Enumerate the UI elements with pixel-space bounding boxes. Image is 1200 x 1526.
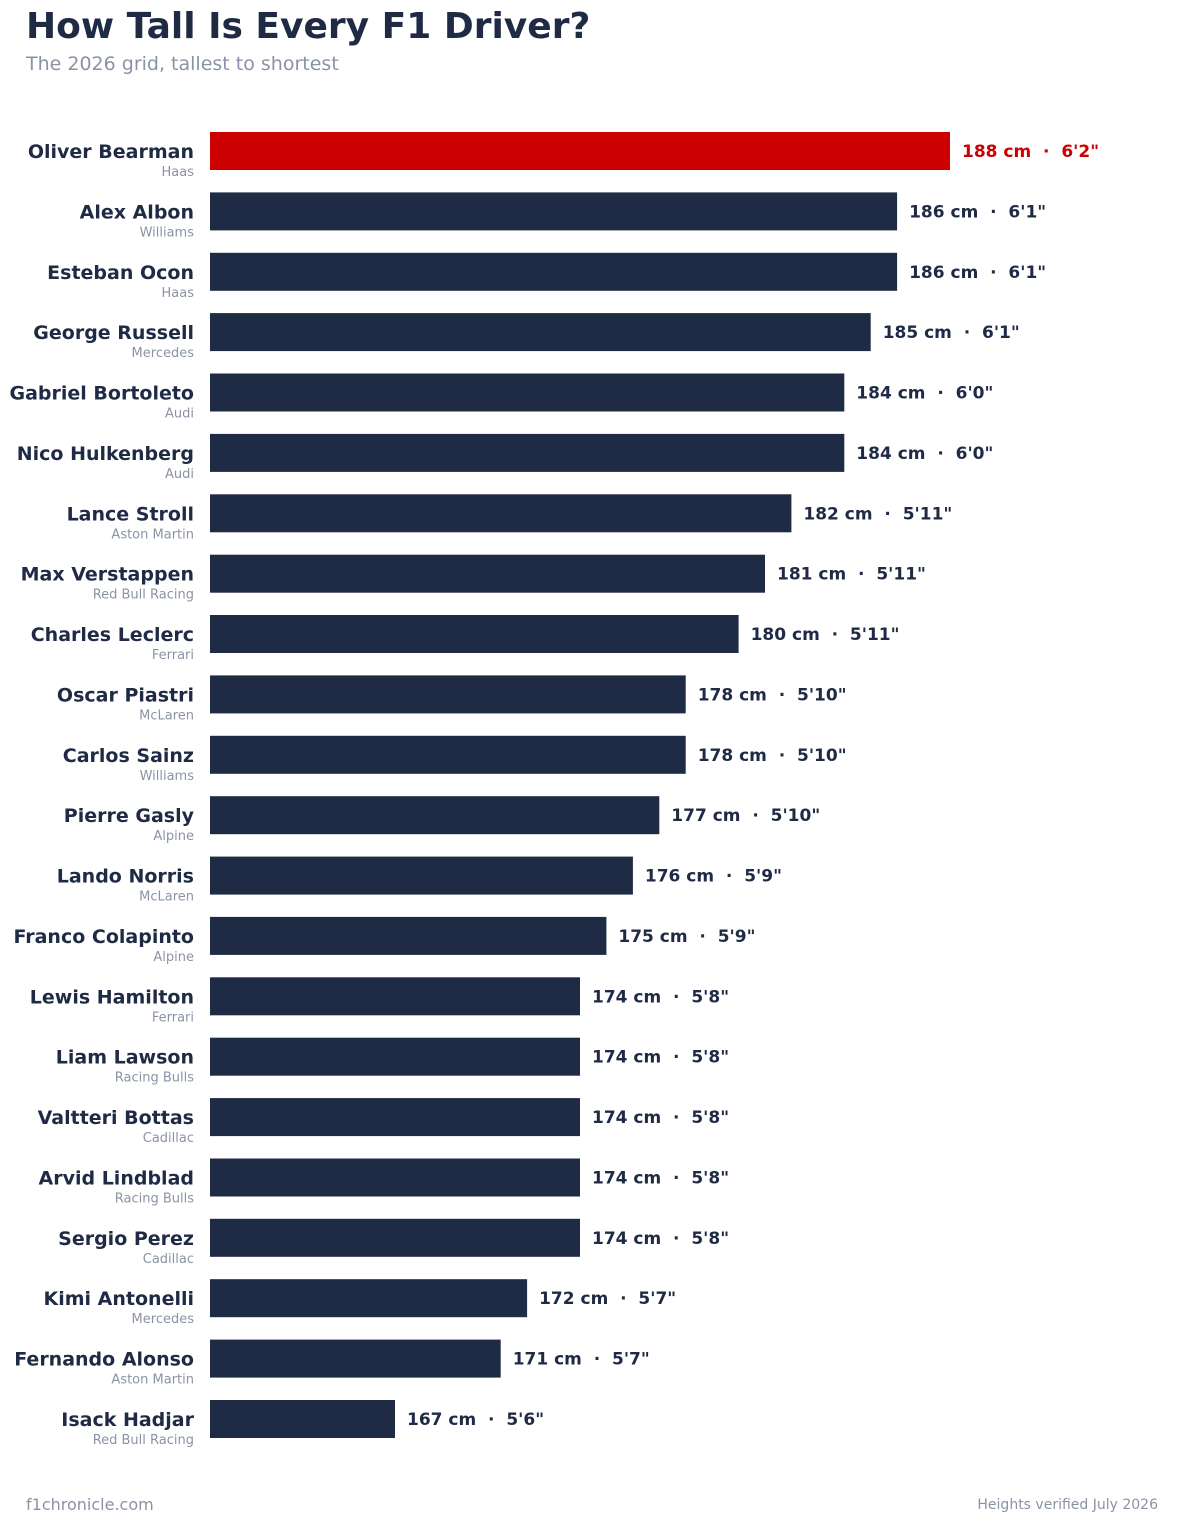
team-label: Williams bbox=[140, 769, 195, 784]
driver-name-label: Max Verstappen bbox=[21, 564, 194, 586]
verification-note: Heights verified July 2026 bbox=[977, 1497, 1158, 1513]
height-bar bbox=[210, 554, 765, 593]
height-bar bbox=[210, 252, 898, 291]
driver-name-label: Franco Colapinto bbox=[13, 926, 194, 948]
team-label: Mercedes bbox=[132, 1312, 195, 1327]
height-bar bbox=[210, 796, 660, 835]
source-credit: f1chronicle.com bbox=[26, 1495, 154, 1514]
driver-name-label: Nico Hulkenberg bbox=[17, 443, 194, 465]
driver-name-label: Lance Stroll bbox=[67, 503, 194, 525]
height-value-label: 172 cm · 5'7" bbox=[539, 1289, 676, 1309]
height-bar bbox=[210, 132, 950, 170]
height-bar bbox=[210, 373, 845, 412]
team-label: Ferrari bbox=[152, 1010, 194, 1025]
height-value-label: 186 cm · 6'1" bbox=[909, 202, 1046, 222]
team-label: Aston Martin bbox=[111, 1373, 194, 1388]
driver-name-label: Lewis Hamilton bbox=[30, 986, 194, 1008]
team-label: Audi bbox=[165, 407, 194, 422]
height-bar bbox=[210, 675, 686, 714]
height-bar bbox=[210, 856, 633, 895]
height-value-label: 177 cm · 5'10" bbox=[671, 806, 820, 826]
height-value-label: 180 cm · 5'11" bbox=[751, 625, 900, 645]
height-value-label: 186 cm · 6'1" bbox=[909, 263, 1046, 283]
driver-name-label: Arvid Lindblad bbox=[39, 1168, 194, 1190]
height-bar bbox=[210, 1400, 395, 1438]
height-value-label: 174 cm · 5'8" bbox=[592, 1108, 729, 1128]
driver-name-label: Pierre Gasly bbox=[64, 805, 195, 827]
height-bar bbox=[210, 1158, 580, 1197]
driver-name-label: Carlos Sainz bbox=[63, 745, 194, 767]
height-value-label: 171 cm · 5'7" bbox=[513, 1350, 650, 1370]
team-label: McLaren bbox=[139, 708, 194, 723]
height-value-label: 174 cm · 5'8" bbox=[592, 1229, 729, 1249]
height-value-label: 184 cm · 6'0" bbox=[856, 444, 993, 464]
driver-name-label: Kimi Antonelli bbox=[44, 1288, 194, 1310]
team-label: Ferrari bbox=[152, 648, 194, 663]
height-bar bbox=[210, 977, 580, 1016]
driver-name-label: Sergio Perez bbox=[58, 1228, 194, 1250]
team-label: Alpine bbox=[153, 950, 194, 965]
team-label: Aston Martin bbox=[111, 527, 194, 542]
height-bar bbox=[210, 1098, 580, 1137]
driver-name-label: Valtteri Bottas bbox=[38, 1107, 194, 1129]
height-bar bbox=[210, 735, 686, 774]
driver-name-label: Oliver Bearman bbox=[28, 141, 194, 163]
driver-name-label: Liam Lawson bbox=[56, 1047, 194, 1069]
team-label: Audi bbox=[165, 467, 194, 482]
team-label: Red Bull Racing bbox=[93, 1433, 194, 1448]
team-label: Alpine bbox=[153, 829, 194, 844]
height-bar bbox=[210, 192, 898, 231]
driver-name-label: Fernando Alonso bbox=[14, 1349, 194, 1371]
team-label: Haas bbox=[162, 165, 195, 180]
team-label: Racing Bulls bbox=[115, 1192, 194, 1207]
height-value-label: 188 cm · 6'2" bbox=[962, 142, 1099, 162]
height-value-label: 174 cm · 5'8" bbox=[592, 1048, 729, 1068]
team-label: Cadillac bbox=[143, 1252, 194, 1267]
height-bar bbox=[210, 916, 607, 955]
height-bar bbox=[210, 1279, 528, 1318]
height-bar bbox=[210, 1218, 580, 1257]
height-bar bbox=[210, 313, 871, 352]
team-label: McLaren bbox=[139, 890, 194, 905]
height-bar bbox=[210, 615, 739, 653]
chart-subtitle: The 2026 grid, tallest to shortest bbox=[26, 53, 339, 75]
height-value-label: 182 cm · 5'11" bbox=[803, 504, 952, 524]
team-label: Mercedes bbox=[132, 346, 195, 361]
driver-name-label: Alex Albon bbox=[80, 201, 194, 223]
height-value-label: 174 cm · 5'8" bbox=[592, 987, 729, 1007]
driver-name-label: Lando Norris bbox=[57, 866, 194, 888]
height-bar bbox=[210, 494, 792, 533]
height-value-label: 178 cm · 5'10" bbox=[698, 685, 847, 705]
chart-title: How Tall Is Every F1 Driver? bbox=[26, 6, 591, 47]
height-value-label: 184 cm · 6'0" bbox=[856, 384, 993, 404]
height-bar bbox=[210, 433, 845, 472]
team-label: Williams bbox=[140, 225, 195, 240]
height-value-label: 167 cm · 5'6" bbox=[407, 1410, 544, 1430]
height-bar bbox=[210, 1037, 580, 1076]
driver-name-label: Oscar Piastri bbox=[57, 684, 194, 706]
driver-name-label: Gabriel Bortoleto bbox=[10, 383, 195, 405]
team-label: Haas bbox=[162, 286, 195, 301]
height-value-label: 178 cm · 5'10" bbox=[698, 746, 847, 766]
team-label: Cadillac bbox=[143, 1131, 194, 1146]
height-value-label: 185 cm · 6'1" bbox=[883, 323, 1020, 343]
driver-name-label: Esteban Ocon bbox=[47, 262, 194, 284]
driver-name-label: Charles Leclerc bbox=[31, 624, 194, 646]
height-bar bbox=[210, 1339, 501, 1378]
driver-name-label: George Russell bbox=[33, 322, 194, 344]
height-value-label: 176 cm · 5'9" bbox=[645, 867, 782, 887]
height-value-label: 174 cm · 5'8" bbox=[592, 1169, 729, 1189]
team-label: Racing Bulls bbox=[115, 1071, 194, 1086]
height-value-label: 181 cm · 5'11" bbox=[777, 565, 926, 585]
driver-name-label: Isack Hadjar bbox=[61, 1409, 194, 1431]
height-value-label: 175 cm · 5'9" bbox=[618, 927, 755, 947]
team-label: Red Bull Racing bbox=[93, 588, 194, 603]
